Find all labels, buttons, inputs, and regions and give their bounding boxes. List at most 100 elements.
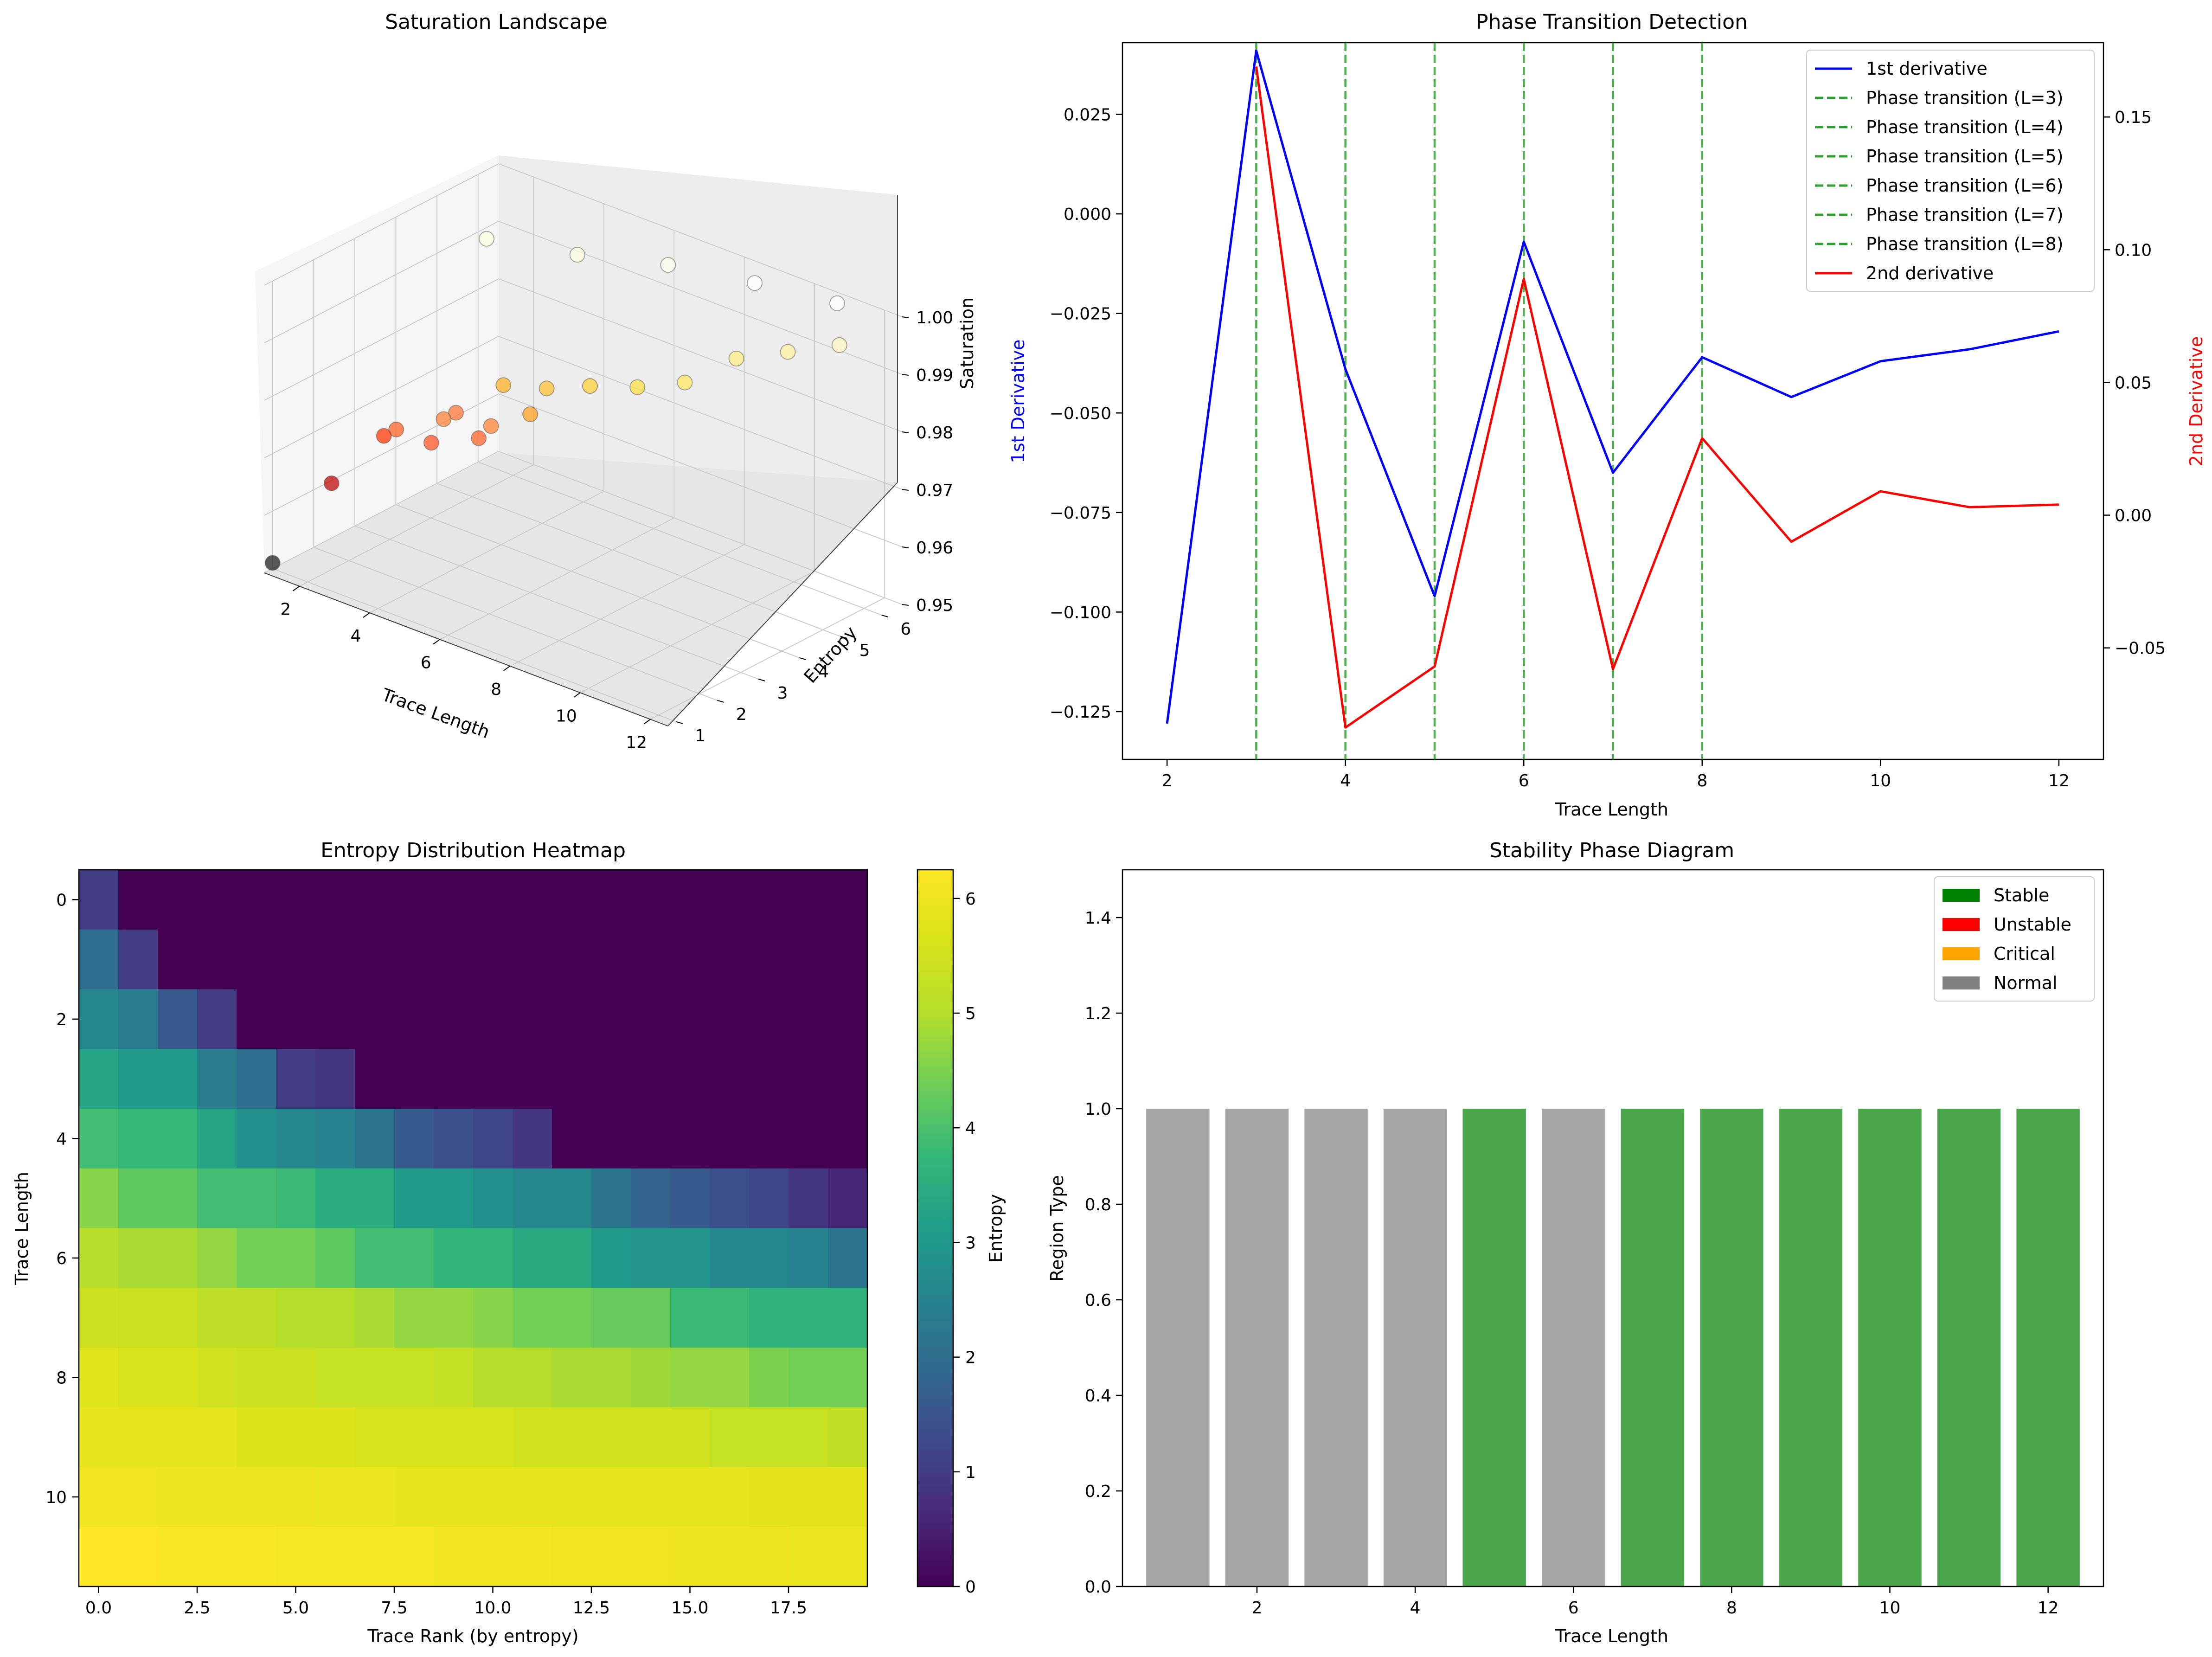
heatmap-cell	[315, 870, 355, 930]
y-tick-label: 0	[56, 891, 67, 910]
heatmap-cell	[118, 929, 158, 990]
legend-box	[1806, 50, 2095, 292]
back-gridline-z	[498, 393, 903, 547]
x-tick-label: 4	[1410, 1599, 1421, 1618]
z-tick-label: 0.99	[916, 366, 953, 385]
heatmap-cell	[710, 1527, 750, 1587]
floor-gridline-x	[299, 464, 534, 587]
legend-label: 2nd derivative	[1866, 263, 1994, 283]
heatmap-cell	[79, 1288, 119, 1348]
left-axis-label: 1st Derivative	[1008, 340, 1028, 463]
bar-stable	[1462, 1109, 1526, 1586]
y-tick-label: 1.0	[1085, 1100, 1111, 1119]
z-tick	[902, 316, 909, 318]
colorbar-label: Entropy	[986, 1194, 1006, 1263]
axis-ticks: 2 4 6 8 10 12 0.025 0.000 −0.025 −0.050 −0.075 −0.1…	[1050, 106, 2166, 791]
y-axis-label: Trace Length	[12, 1172, 32, 1285]
x-tick	[293, 585, 300, 591]
back-gridline-z	[498, 278, 903, 432]
heatmap-cell	[749, 1527, 789, 1587]
heatmap-cell	[789, 929, 828, 990]
y-tick-label: 0.0	[1085, 1578, 1111, 1597]
heatmap-cell	[197, 1407, 237, 1468]
heatmap-cell	[237, 989, 276, 1049]
heatmap-cell	[513, 1348, 552, 1408]
y-tick-label: 6	[56, 1249, 67, 1268]
back-gridline-z	[498, 451, 903, 605]
y-tick-label: 2	[56, 1010, 67, 1029]
heatmap-cell	[394, 929, 434, 990]
side-gridline-z	[264, 278, 499, 401]
x-tick	[503, 666, 511, 671]
heatmap-cell	[276, 1348, 316, 1408]
heatmap-cell	[473, 1288, 513, 1348]
y-tick-label: 1	[695, 726, 705, 745]
heatmap-cell	[513, 1407, 552, 1468]
side-gridline-z	[264, 336, 499, 458]
x-axis-label: Trace Rank (by entropy)	[367, 1626, 578, 1646]
heatmap-cell	[552, 1228, 592, 1288]
second-derivative-line	[1255, 66, 2059, 729]
heatmap-cell	[828, 989, 868, 1049]
heatmap-cell	[789, 1288, 828, 1348]
heatmap-cell	[276, 1109, 316, 1169]
heatmap-cell	[749, 1049, 789, 1109]
heatmap-cell	[118, 1527, 158, 1587]
y-tick-label: 0.2	[1085, 1482, 1111, 1501]
heatmap-cell	[315, 1288, 355, 1348]
colorbar-tick-label: 6	[965, 890, 976, 909]
heatmap-cell	[710, 870, 750, 930]
heatmap-cell	[591, 1228, 631, 1288]
x-tick	[363, 612, 370, 618]
heatmap-cell	[276, 1467, 316, 1527]
scatter-point	[264, 555, 281, 571]
legend-label: Unstable	[1994, 914, 2071, 935]
heatmap-cell	[749, 1348, 789, 1408]
heatmap-cell	[789, 1109, 828, 1169]
heatmap-cell	[789, 1467, 828, 1527]
scatter-point	[539, 380, 555, 397]
x-tick-label: 12	[626, 733, 647, 752]
heatmap-cell	[315, 989, 355, 1049]
heatmap-cell	[355, 989, 395, 1049]
y2-tick-label: −0.05	[2115, 639, 2166, 658]
heatmap-cell	[749, 1407, 789, 1468]
entropy-heatmap-panel: Entropy Distribution Heatmap 0.0 2.5 5.0 7.…	[12, 839, 1006, 1646]
y-axis-label: Entropy	[800, 623, 861, 687]
heatmap-cell	[789, 1407, 828, 1468]
heatmap-cell	[828, 1049, 868, 1109]
legend-label: Phase transition (L=4)	[1866, 117, 2064, 137]
colorbar-ticks: 0 1 2 3 4 5 6	[953, 890, 976, 1597]
heatmap-cell	[552, 1288, 592, 1348]
heatmap-cell	[276, 1049, 316, 1109]
x-tick-label: 12	[2048, 771, 2070, 790]
heatmap-cell	[118, 1168, 158, 1229]
heatmap-cell	[591, 1109, 631, 1169]
heatmap-cell	[315, 1168, 355, 1229]
heatmap-cell	[394, 870, 434, 930]
heatmap-cell	[79, 929, 119, 990]
heatmap-cell	[670, 929, 710, 990]
x-tick-label: 7.5	[381, 1599, 407, 1618]
heatmap-cell	[79, 1168, 119, 1229]
heatmap-cell	[513, 1109, 552, 1169]
heatmap-cell	[197, 1228, 237, 1288]
scatter-point	[728, 350, 744, 366]
heatmap-cell	[513, 870, 552, 930]
floor-gridline-x	[580, 571, 815, 694]
heatmap-cell	[591, 929, 631, 990]
heatmap-cell	[118, 989, 158, 1049]
colorbar	[917, 869, 954, 1587]
legend-swatch-normal	[1943, 976, 1980, 989]
heatmap-cells	[79, 870, 868, 1587]
heatmap-cell	[828, 1168, 868, 1229]
heatmap-cell	[789, 1168, 828, 1229]
legend-label: Phase transition (L=7)	[1866, 205, 2064, 225]
x-tick-label: 10	[1879, 1599, 1901, 1618]
legend-label: Normal	[1994, 973, 2058, 993]
heatmap-cell	[789, 1527, 828, 1587]
floor-gridline-x	[510, 544, 745, 667]
heatmap-cell	[473, 1168, 513, 1229]
y-tick-label: 5	[859, 641, 870, 660]
